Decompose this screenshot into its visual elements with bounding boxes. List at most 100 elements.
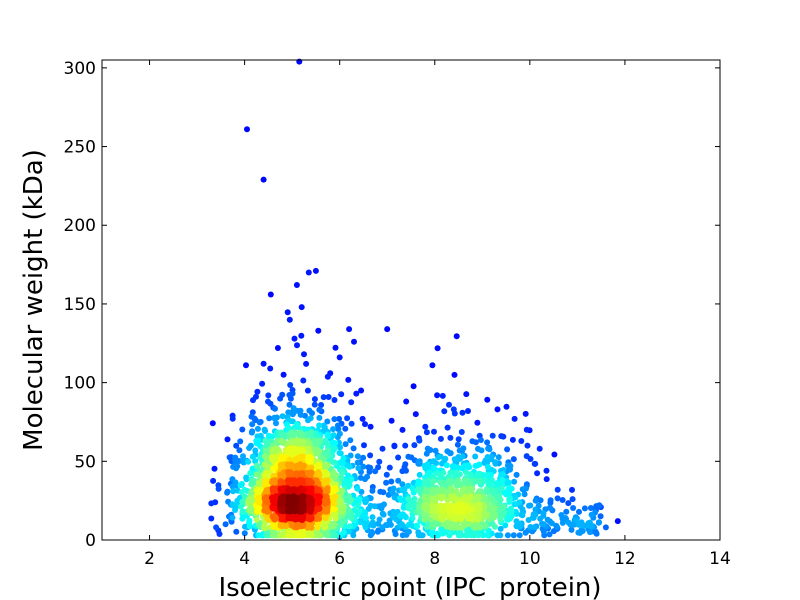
data-point (210, 477, 217, 484)
data-point (403, 398, 410, 405)
data-point (439, 392, 446, 399)
data-point (336, 354, 343, 361)
data-point (239, 426, 246, 433)
data-point (522, 529, 529, 536)
data-point (451, 371, 458, 378)
data-point (297, 429, 304, 436)
data-point (321, 469, 328, 476)
data-point (546, 531, 553, 538)
data-point (422, 423, 429, 430)
data-point (516, 523, 522, 530)
data-point (224, 436, 231, 443)
data-point (458, 429, 465, 435)
data-point (304, 387, 311, 394)
data-point (355, 465, 362, 472)
data-point (295, 532, 302, 539)
data-point (280, 371, 287, 378)
data-point (460, 522, 467, 529)
data-point (324, 418, 331, 425)
data-point (360, 463, 367, 470)
data-point (338, 469, 345, 475)
data-point (472, 453, 479, 460)
data-point (278, 516, 285, 523)
data-point (459, 453, 466, 460)
data-point (299, 453, 306, 460)
data-point (211, 465, 218, 472)
data-point (255, 486, 262, 493)
data-point (294, 524, 300, 531)
data-point (286, 316, 293, 323)
data-point (551, 451, 558, 458)
data-point (321, 480, 328, 487)
data-point (597, 513, 604, 520)
data-point (251, 477, 258, 484)
data-point (271, 524, 277, 530)
data-point (294, 342, 300, 349)
data-point (453, 333, 460, 340)
data-point (324, 433, 331, 440)
data-point (434, 345, 441, 352)
data-point (318, 402, 325, 408)
data-point (532, 511, 539, 518)
data-point (437, 479, 444, 486)
data-point (488, 479, 495, 486)
data-point (354, 453, 361, 460)
data-point (504, 532, 511, 539)
data-point (412, 411, 419, 418)
data-point (305, 445, 312, 452)
data-point (466, 464, 473, 471)
data-point (343, 478, 350, 485)
data-point (237, 438, 244, 445)
data-point (232, 456, 239, 463)
data-point (386, 464, 393, 471)
data-point (365, 464, 372, 471)
data-point (345, 493, 352, 500)
x-tick-label: 6 (334, 549, 345, 569)
data-point (463, 469, 470, 476)
data-point (415, 460, 422, 467)
data-point (567, 521, 574, 528)
data-point (484, 463, 491, 470)
data-point (522, 410, 529, 417)
data-point (262, 437, 269, 444)
data-point (461, 462, 468, 469)
data-point (446, 532, 453, 539)
data-point (261, 525, 268, 531)
data-point (297, 407, 304, 414)
data-point (278, 454, 285, 460)
data-point (353, 508, 360, 515)
x-tick-label: 10 (519, 549, 541, 569)
data-point (357, 519, 364, 526)
data-point (527, 524, 534, 530)
data-point (285, 424, 292, 431)
data-point (474, 419, 481, 426)
data-point (512, 508, 519, 515)
data-point (340, 529, 347, 536)
data-point (329, 494, 336, 501)
data-point (346, 523, 353, 530)
y-tick-label: 300 (64, 59, 96, 79)
data-point (254, 388, 261, 395)
data-point (266, 415, 273, 422)
data-point (325, 452, 331, 459)
data-point (277, 462, 284, 468)
data-point (614, 518, 621, 525)
data-point (249, 421, 256, 428)
data-point (388, 417, 395, 424)
data-point (390, 485, 397, 492)
data-point (518, 438, 525, 444)
data-point (357, 474, 364, 481)
data-point (440, 469, 447, 476)
data-point (500, 512, 507, 519)
data-point (289, 499, 296, 506)
data-point (432, 488, 439, 495)
data-point (225, 498, 232, 505)
data-point (229, 514, 236, 521)
data-point (215, 485, 222, 492)
data-point (532, 506, 539, 513)
data-point (314, 530, 321, 537)
data-point (439, 504, 446, 511)
data-point (454, 523, 461, 529)
data-point (441, 408, 448, 415)
data-point (254, 425, 261, 432)
